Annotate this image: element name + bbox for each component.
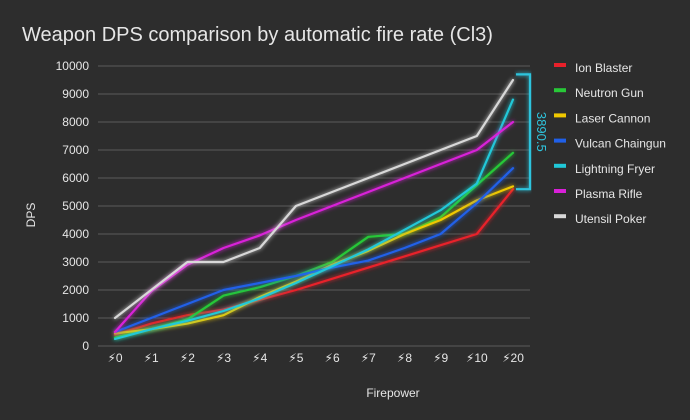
legend-swatch bbox=[554, 163, 566, 168]
legend-swatch bbox=[554, 63, 566, 67]
x-tick-label: ⚡10 bbox=[466, 351, 488, 365]
legend-label: Ion Blaster bbox=[575, 61, 632, 75]
x-axis-label: Firepower bbox=[366, 386, 419, 400]
legend-swatch bbox=[554, 113, 566, 118]
legend-swatch bbox=[554, 88, 566, 93]
y-tick-label: 8000 bbox=[62, 115, 89, 129]
x-tick-label: ⚡5 bbox=[288, 351, 303, 365]
x-tick-label: ⚡7 bbox=[361, 351, 376, 365]
y-axis-ticks: 0 1000 2000 3000 4000 5000 6000 7000 8000 9000 100… bbox=[56, 59, 90, 353]
series-line-neutron-gun bbox=[113, 151, 515, 339]
y-tick-label: 4000 bbox=[62, 227, 89, 241]
legend-swatch bbox=[554, 214, 566, 219]
legend-swatch bbox=[554, 189, 566, 193]
y-tick-label: 1000 bbox=[62, 311, 89, 325]
y-tick-label: 3000 bbox=[62, 255, 89, 269]
chart-title: Weapon DPS comparison by automatic fire … bbox=[22, 24, 493, 46]
series-lines bbox=[113, 78, 515, 341]
y-tick-label: 10000 bbox=[56, 59, 90, 73]
series-line-plasma-rifle bbox=[113, 120, 515, 334]
legend-label: Plasma Rifle bbox=[575, 187, 643, 201]
x-tick-label: ⚡0 bbox=[107, 351, 122, 365]
y-axis-label: DPS bbox=[24, 203, 38, 228]
annotation-bracket bbox=[516, 73, 532, 191]
x-tick-label: ⚡20 bbox=[502, 351, 524, 365]
series-line-lightning-fryer bbox=[113, 98, 515, 341]
x-tick-label: ⚡8 bbox=[397, 351, 412, 365]
y-tick-label: 6000 bbox=[62, 171, 89, 185]
y-tick-label: 5000 bbox=[62, 199, 89, 213]
legend-label: Neutron Gun bbox=[575, 86, 644, 100]
legend: Ion Blaster Neutron Gun Laser Cannon Vulcan… bbox=[554, 61, 666, 226]
y-tick-label: 2000 bbox=[62, 283, 89, 297]
x-tick-label: ⚡4 bbox=[252, 351, 267, 365]
legend-label: Utensil Poker bbox=[575, 212, 646, 226]
y-tick-label: 0 bbox=[82, 339, 89, 353]
legend-label: Laser Cannon bbox=[575, 111, 650, 125]
y-tick-label: 9000 bbox=[62, 87, 89, 101]
legend-label: Lightning Fryer bbox=[575, 162, 655, 176]
x-tick-label: ⚡9 bbox=[433, 351, 448, 365]
series-line-vulcan-chaingun bbox=[113, 167, 515, 334]
range-annotation: 3890.5 bbox=[516, 73, 549, 191]
series-line-laser-cannon bbox=[113, 185, 515, 335]
x-tick-label: ⚡1 bbox=[144, 351, 159, 365]
x-axis-ticks: ⚡0 ⚡1 ⚡2 ⚡3 ⚡4 ⚡5 ⚡6 ⚡7 ⚡8 ⚡9 ⚡10 ⚡20 bbox=[107, 351, 524, 365]
annotation-label: 3890.5 bbox=[534, 112, 549, 152]
y-tick-label: 7000 bbox=[62, 143, 89, 157]
series-line-ion-blaster bbox=[113, 188, 515, 336]
legend-label: Vulcan Chaingun bbox=[575, 137, 666, 151]
legend-swatch bbox=[554, 138, 566, 143]
x-tick-label: ⚡3 bbox=[216, 351, 231, 365]
x-tick-label: ⚡6 bbox=[325, 351, 340, 365]
series-line-utensil-poker bbox=[113, 78, 515, 320]
grid-lines bbox=[98, 65, 530, 347]
x-tick-label: ⚡2 bbox=[180, 351, 195, 365]
